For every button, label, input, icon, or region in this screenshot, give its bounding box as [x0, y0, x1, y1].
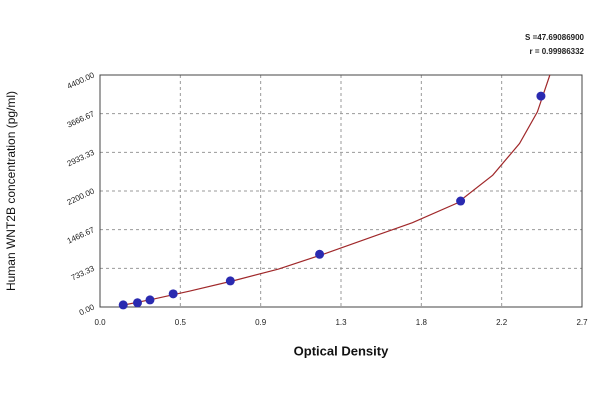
- data-point: [225, 276, 235, 286]
- y-tick-label: 2200.00: [66, 186, 97, 207]
- y-tick-label: 1466.67: [66, 225, 97, 246]
- y-tick-label: 2933.33: [66, 148, 97, 169]
- y-tick-label: 3666.67: [66, 109, 97, 130]
- y-axis-title: Human WNT2B concentration (pg/ml): [4, 91, 18, 291]
- annotation: S =47.69086900: [525, 33, 584, 42]
- y-tick-label: 733.33: [70, 264, 96, 283]
- plot-frame: [99, 74, 583, 308]
- x-tick-label: 1.3: [335, 318, 347, 327]
- x-tick-label: 0.5: [175, 318, 187, 327]
- y-tick-label: 0.00: [78, 302, 96, 317]
- data-point: [536, 91, 546, 101]
- data-point: [118, 300, 128, 310]
- annotation: r = 0.99986332: [530, 47, 585, 56]
- data-point: [132, 298, 142, 308]
- y-tick-label: 4400.00: [66, 70, 97, 91]
- fit-curve: [123, 74, 551, 306]
- x-tick-label: 2.2: [496, 318, 508, 327]
- data-point: [315, 249, 325, 259]
- data-point: [168, 289, 178, 299]
- x-axis-title: Optical Density: [294, 343, 389, 358]
- data-point: [456, 196, 466, 206]
- x-tick-label: 0.9: [255, 318, 267, 327]
- x-tick-label: 2.7: [576, 318, 588, 327]
- x-tick-label: 1.8: [416, 318, 428, 327]
- data-point: [145, 295, 155, 305]
- x-tick-label: 0.0: [94, 318, 106, 327]
